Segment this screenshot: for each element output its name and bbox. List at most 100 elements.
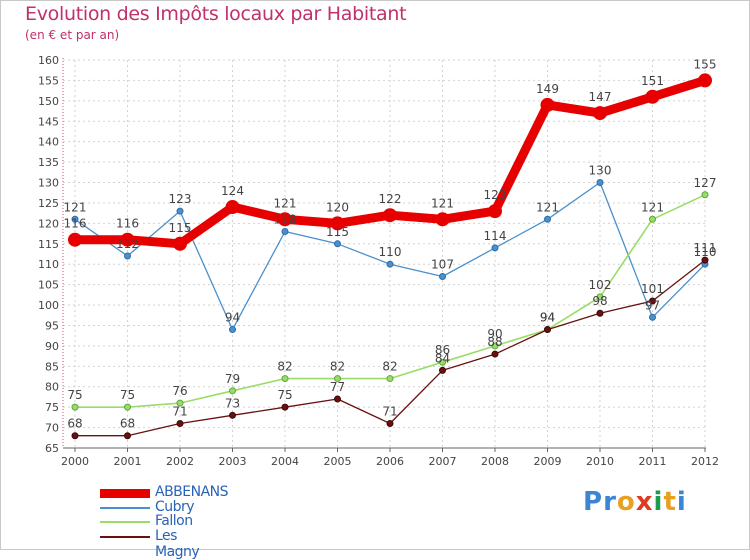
data-point	[439, 358, 446, 366]
data-point	[225, 200, 240, 215]
data-label: 110	[379, 245, 402, 259]
data-point	[488, 204, 502, 219]
data-point	[593, 106, 607, 121]
data-label: 88	[487, 335, 502, 349]
legend-swatch	[100, 489, 150, 498]
proxiti-logo: Proxiti	[583, 487, 687, 517]
data-point	[544, 215, 551, 223]
data-label: 115	[169, 221, 192, 235]
data-label: 123	[169, 192, 192, 206]
data-label: 114	[484, 229, 507, 243]
data-point	[124, 403, 131, 411]
data-point	[386, 375, 394, 383]
data-label: 68	[67, 417, 82, 431]
y-tick-label: 150	[38, 95, 59, 108]
data-point	[281, 403, 289, 411]
data-point	[649, 297, 656, 305]
chart-title: Evolution des Impôts locaux par Habitant	[25, 3, 407, 25]
data-label: 82	[382, 360, 397, 374]
y-tick-label: 65	[45, 442, 59, 455]
y-tick-label: 110	[38, 258, 59, 271]
data-point	[701, 191, 709, 199]
data-label: 121	[536, 200, 559, 214]
data-label: 118	[274, 213, 297, 227]
x-tick-label: 2011	[639, 455, 667, 468]
data-point	[596, 309, 604, 317]
data-point	[645, 89, 660, 104]
y-tick-label: 85	[45, 360, 59, 373]
data-point	[176, 399, 184, 407]
data-point	[439, 272, 446, 280]
data-point	[596, 293, 604, 301]
legend-swatch	[100, 535, 150, 538]
data-label: 71	[382, 404, 397, 418]
data-label: 77	[330, 380, 345, 394]
data-point	[386, 260, 394, 268]
chart-subtitle: (en € et par an)	[25, 28, 120, 42]
data-point	[334, 395, 341, 403]
data-point	[701, 256, 709, 264]
data-point	[334, 240, 341, 248]
y-tick-label: 75	[45, 401, 59, 414]
data-label: 86	[435, 343, 450, 357]
data-label: 98	[592, 294, 607, 308]
x-tick-label: 2010	[586, 455, 614, 468]
data-point	[383, 208, 397, 223]
y-tick-label: 125	[38, 197, 59, 210]
data-label: 123	[484, 188, 507, 202]
data-label: 155	[694, 57, 717, 71]
data-point	[124, 252, 131, 260]
data-label: 120	[326, 200, 349, 214]
data-label: 122	[379, 192, 402, 206]
x-tick-label: 2012	[691, 455, 719, 468]
data-point	[334, 375, 341, 383]
data-label: 82	[330, 360, 345, 374]
logo-letter: t	[663, 487, 677, 517]
data-point	[68, 232, 82, 247]
data-point	[596, 179, 604, 187]
data-label: 116	[116, 217, 139, 231]
y-tick-label: 140	[38, 136, 59, 149]
data-label: 115	[326, 225, 349, 239]
data-label: 121	[641, 200, 664, 214]
legend-label: ABBENANS	[155, 484, 229, 500]
data-point	[491, 350, 499, 358]
x-tick-label: 2009	[534, 455, 562, 468]
x-tick-label: 2000	[61, 455, 89, 468]
data-label: 130	[589, 164, 612, 178]
data-label: 147	[589, 90, 612, 104]
data-point	[491, 244, 499, 252]
x-tick-label: 2001	[114, 455, 142, 468]
data-point	[439, 366, 446, 374]
data-point	[278, 212, 292, 227]
logo-letter: r	[603, 487, 617, 517]
x-tick-label: 2005	[324, 455, 352, 468]
y-tick-label: 160	[38, 54, 59, 67]
y-tick-label: 155	[38, 74, 59, 87]
data-label: 79	[225, 372, 240, 386]
data-label: 94	[225, 311, 240, 325]
data-point	[540, 97, 555, 112]
logo-letter: o	[616, 487, 636, 517]
y-tick-label: 120	[38, 217, 59, 230]
x-tick-label: 2008	[481, 455, 509, 468]
x-tick-label: 2003	[219, 455, 247, 468]
data-label: 127	[694, 176, 717, 190]
data-label: 151	[641, 74, 664, 88]
data-label: 149	[536, 82, 559, 96]
legend-label: Cubry	[155, 498, 195, 515]
logo-letter: i	[653, 487, 664, 517]
data-point	[649, 215, 656, 223]
data-label: 110	[694, 245, 717, 259]
logo-letter: x	[635, 487, 654, 517]
data-label: 111	[694, 241, 717, 255]
data-label: 75	[67, 388, 82, 402]
data-point	[386, 419, 394, 427]
data-label: 97	[645, 298, 660, 312]
data-label: 116	[64, 217, 87, 231]
y-tick-label: 105	[38, 279, 59, 292]
data-label: 71	[172, 404, 187, 418]
y-tick-label: 130	[38, 177, 59, 190]
legend-swatch	[100, 521, 150, 523]
